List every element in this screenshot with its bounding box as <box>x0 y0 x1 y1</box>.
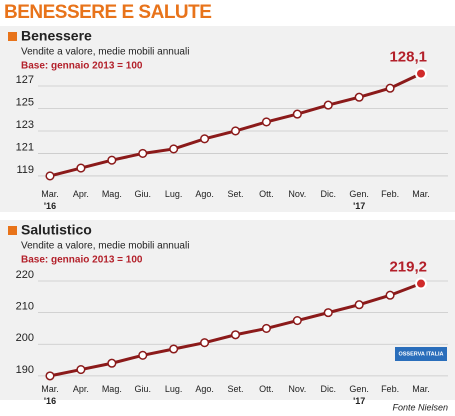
chart-title: Salutistico <box>21 222 92 238</box>
y-tick-label: 200 <box>16 332 34 344</box>
logo: OSSERVA ITALIA <box>398 351 443 357</box>
x-tick-label: Apr. <box>73 384 89 394</box>
point <box>354 92 364 102</box>
point <box>107 358 117 368</box>
x-tick-label: Ott. <box>259 189 274 199</box>
x-tick-label: Nov. <box>288 384 306 394</box>
x-tick-label: Mar. '16 <box>41 189 59 211</box>
chart-note: Base: gennaio 2013 = 100 <box>21 61 143 72</box>
point <box>76 365 86 375</box>
point <box>385 290 395 300</box>
x-tick-label: Ago. <box>195 384 214 394</box>
point <box>292 109 302 119</box>
header-marker <box>8 32 17 41</box>
y-tick-label: 220 <box>16 269 34 281</box>
point <box>292 315 302 326</box>
x-tick-label: Feb. <box>381 384 399 394</box>
point <box>261 323 271 333</box>
x-tick-label: Ago. <box>195 189 214 199</box>
chart-title: Benessere <box>21 28 92 44</box>
point <box>138 148 148 159</box>
y-tick-label: 210 <box>16 301 34 313</box>
chart-note: Base: gennaio 2013 = 100 <box>21 255 143 266</box>
panel <box>0 26 455 212</box>
x-tick-label: Lug. <box>165 384 183 394</box>
point <box>261 117 271 127</box>
x-tick-label: Gen. '17 <box>349 189 369 211</box>
x-tick-label: Mag. <box>102 384 122 394</box>
x-tick-label: Mar. <box>412 384 430 394</box>
point <box>169 144 179 154</box>
x-tick-label: Set. <box>227 189 243 199</box>
y-tick-label: 190 <box>16 364 34 376</box>
x-tick-label: Ott. <box>259 384 274 394</box>
x-tick-label: Dic. <box>321 384 337 394</box>
x-tick-label: Giu. <box>134 189 151 199</box>
point <box>45 171 55 181</box>
x-tick-label: Apr. <box>73 189 89 199</box>
logo-box <box>395 347 447 361</box>
point <box>230 330 241 340</box>
point <box>107 155 117 165</box>
point <box>230 126 241 136</box>
header-marker <box>8 226 17 235</box>
point <box>323 100 333 110</box>
x-tick-label: Set. <box>227 384 243 394</box>
point <box>76 163 86 173</box>
y-tick-label: 125 <box>16 96 34 108</box>
point <box>415 67 427 80</box>
y-tick-label: 123 <box>16 119 34 131</box>
x-tick-label: Dic. <box>321 189 337 199</box>
value-label: 219,2 <box>389 258 427 275</box>
point <box>415 277 427 290</box>
point <box>385 83 395 93</box>
point <box>200 134 210 144</box>
y-tick-label: 119 <box>16 164 34 176</box>
x-tick-label: Nov. <box>288 189 306 199</box>
chart-subtitle: Vendite a valore, medie mobili annuali <box>21 241 189 252</box>
x-tick-label: Mar. <box>412 189 430 199</box>
chart-subtitle: Vendite a valore, medie mobili annuali <box>21 47 189 58</box>
x-tick-label: Lug. <box>165 189 183 199</box>
point <box>200 338 210 348</box>
x-tick-label: Mag. <box>102 189 122 199</box>
page-title: BENESSERE E SALUTE <box>4 2 211 23</box>
point <box>45 371 55 381</box>
y-tick-label: 121 <box>16 141 34 153</box>
source: Fonte Nielsen <box>392 402 448 412</box>
point <box>323 308 333 318</box>
point <box>138 350 148 360</box>
point <box>354 300 364 310</box>
x-tick-label: Feb. <box>381 189 399 199</box>
x-tick-label: Mar. '16 <box>41 384 59 406</box>
y-tick-label: 127 <box>16 74 34 86</box>
x-tick-label: Gen. '17 <box>349 384 369 406</box>
value-label: 128,1 <box>389 49 427 66</box>
x-tick-label: Giu. <box>134 384 151 394</box>
point <box>169 344 179 354</box>
